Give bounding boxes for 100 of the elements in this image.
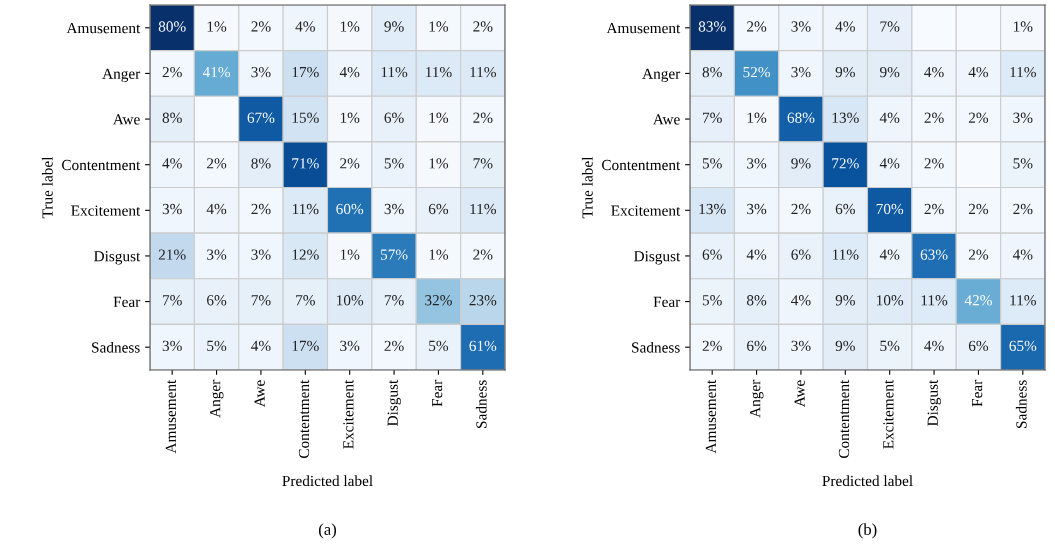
x-tick-label: Excitement xyxy=(343,379,354,449)
data-label: 9% xyxy=(835,66,855,78)
x-tick-label: Awe xyxy=(794,380,805,408)
data-label: 13% xyxy=(832,112,859,123)
data-label: 4% xyxy=(835,21,855,32)
y-tick-label: Awe xyxy=(112,114,140,125)
x-tick-label: Excitement xyxy=(883,379,894,449)
data-label: 2% xyxy=(473,21,493,32)
x-tick-label: Disgust xyxy=(927,379,941,426)
data-label: 10% xyxy=(877,295,904,306)
data-label: 57% xyxy=(380,249,408,260)
data-label: 11% xyxy=(292,203,319,215)
data-label: 10% xyxy=(337,295,364,306)
data-label: 23% xyxy=(469,295,497,306)
data-label: 1% xyxy=(747,112,767,123)
data-label: 12% xyxy=(292,249,319,260)
data-label: 4% xyxy=(879,158,900,169)
data-label: 8% xyxy=(162,112,182,123)
data-label: 3% xyxy=(791,66,811,78)
data-label: 6% xyxy=(428,203,449,215)
data-label: 4% xyxy=(968,66,989,78)
data-label: 3% xyxy=(747,203,767,215)
data-label: 8% xyxy=(746,295,767,306)
data-label: 11% xyxy=(832,249,859,260)
x-tick-label: Sadness xyxy=(475,380,487,428)
data-label: 7% xyxy=(384,295,404,306)
data-label: 4% xyxy=(1012,249,1033,260)
data-label: 1% xyxy=(429,112,449,123)
data-label: 2% xyxy=(162,66,182,78)
data-label: 7% xyxy=(880,21,900,32)
y-axis-title: True label xyxy=(41,156,53,219)
data-label: 2% xyxy=(791,203,811,215)
data-label: 2% xyxy=(924,112,944,123)
y-tick-label: Anger xyxy=(642,68,681,83)
data-label: 2% xyxy=(747,21,767,32)
data-label: 17% xyxy=(292,340,319,352)
data-label: 9% xyxy=(384,21,404,32)
data-label: 2% xyxy=(251,21,271,32)
data-label: 3% xyxy=(791,21,811,32)
data-label: 1% xyxy=(207,21,227,32)
data-label: 4% xyxy=(206,203,227,215)
data-label: 3% xyxy=(791,340,811,352)
data-label: 4% xyxy=(924,340,944,352)
data-label: 61% xyxy=(469,340,497,352)
data-label: 3% xyxy=(162,203,182,215)
data-label: 7% xyxy=(163,295,182,306)
data-label: 2% xyxy=(340,158,360,169)
data-label: 1% xyxy=(429,158,449,169)
data-label: 4% xyxy=(251,340,271,352)
x-tick-label: Sadness xyxy=(1015,380,1027,428)
data-label: 2% xyxy=(924,203,944,215)
y-tick-label: Amusement xyxy=(66,23,141,34)
data-label: 6% xyxy=(791,249,811,260)
data-label: 11% xyxy=(1010,295,1037,306)
data-label: 7% xyxy=(473,158,493,169)
data-label: 5% xyxy=(207,340,227,352)
data-label: 21% xyxy=(158,249,186,260)
y-axis-title: True label xyxy=(581,156,593,219)
data-label: 3% xyxy=(1013,112,1033,123)
data-label: 83% xyxy=(698,21,726,32)
x-tick-label: Fear xyxy=(972,379,983,407)
data-label: 2% xyxy=(702,340,722,352)
data-label: 3% xyxy=(340,340,360,352)
data-label: 17% xyxy=(292,66,319,78)
data-label: 1% xyxy=(429,21,449,32)
data-label: 8% xyxy=(702,66,722,78)
data-label: 2% xyxy=(473,112,493,123)
data-label: 4% xyxy=(746,249,767,260)
data-label: 9% xyxy=(880,66,900,78)
data-label: 71% xyxy=(292,158,319,169)
data-label: 2% xyxy=(924,158,944,169)
data-label: 3% xyxy=(162,340,182,352)
data-label: 9% xyxy=(835,295,855,306)
data-label: 9% xyxy=(835,340,855,352)
data-label: 4% xyxy=(924,66,944,78)
data-label: 9% xyxy=(791,158,811,169)
x-axis-title: Predicted label xyxy=(282,475,373,487)
data-label: 1% xyxy=(340,112,360,123)
data-label: 4% xyxy=(162,158,182,169)
data-label: 5% xyxy=(1013,158,1033,169)
data-label: 6% xyxy=(835,203,855,215)
data-label: 11% xyxy=(470,203,497,215)
data-label: 2% xyxy=(968,112,989,123)
data-label: 5% xyxy=(384,158,404,169)
y-tick-label: Excitement xyxy=(611,205,681,216)
data-label: 65% xyxy=(1009,340,1037,352)
x-tick-label: Anger xyxy=(210,379,224,418)
y-tick-label: Excitement xyxy=(71,205,141,216)
data-label: 68% xyxy=(787,112,815,123)
data-label: 7% xyxy=(251,295,271,306)
data-label: 11% xyxy=(426,66,452,78)
data-label: 2% xyxy=(384,340,404,352)
data-label: 1% xyxy=(429,249,449,260)
data-label: 5% xyxy=(702,158,722,169)
data-label: 6% xyxy=(747,340,767,352)
y-tick-label: Anger xyxy=(102,68,141,83)
data-label: 11% xyxy=(1010,66,1037,78)
data-label: 41% xyxy=(202,66,231,78)
data-label: 4% xyxy=(295,21,315,32)
data-label: 3% xyxy=(251,66,271,78)
